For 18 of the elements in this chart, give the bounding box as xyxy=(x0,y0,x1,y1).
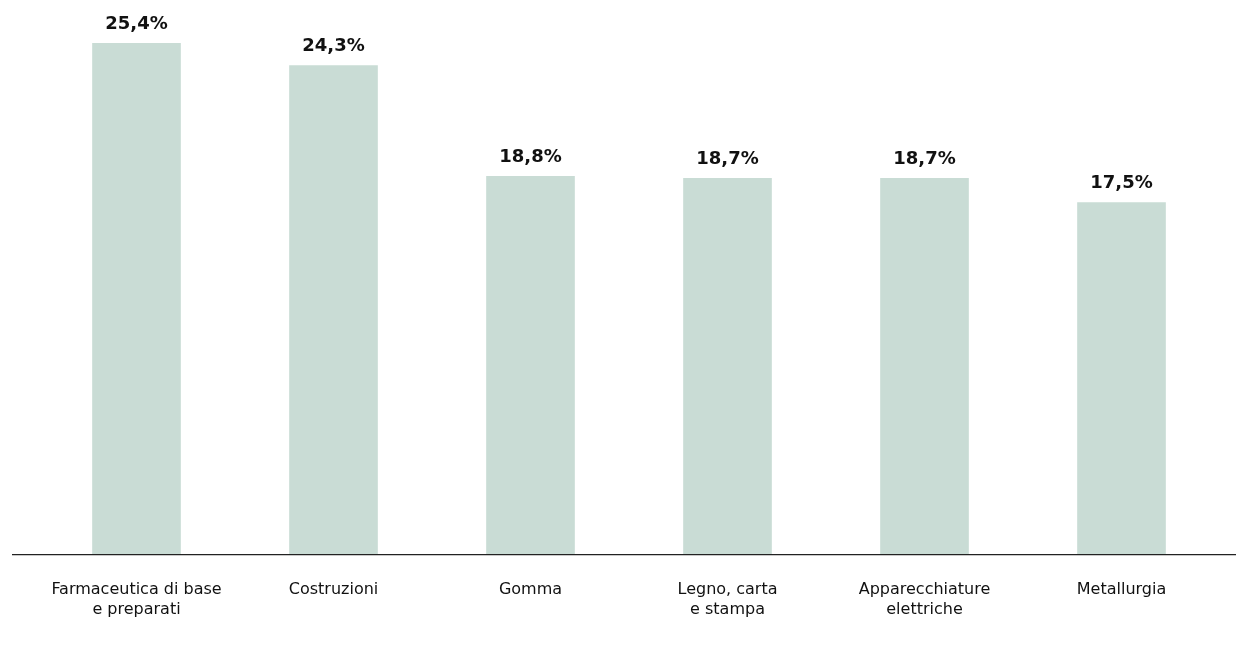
data-label: 18,8% xyxy=(499,144,562,166)
data-label: 25,4% xyxy=(105,11,168,33)
data-label: 18,7% xyxy=(696,146,759,168)
bar xyxy=(486,175,575,555)
bar xyxy=(683,177,772,555)
x-tick-label: Costruzioni xyxy=(288,579,379,599)
x-tick-label: Legno, carta e stampa xyxy=(677,579,778,618)
bar xyxy=(880,177,969,555)
x-tick-label: Metallurgia xyxy=(1076,579,1167,599)
x-tick-label: Apparecchiature elettriche xyxy=(858,579,991,618)
bar xyxy=(1077,202,1166,555)
data-label: 17,5% xyxy=(1090,170,1153,192)
x-tick-label: Farmaceutica di base e preparati xyxy=(51,579,222,618)
bar xyxy=(92,43,181,555)
data-label: 24,3% xyxy=(302,33,365,55)
data-label: 18,7% xyxy=(893,146,956,168)
bar xyxy=(289,65,378,555)
x-tick-label: Gomma xyxy=(498,579,563,599)
